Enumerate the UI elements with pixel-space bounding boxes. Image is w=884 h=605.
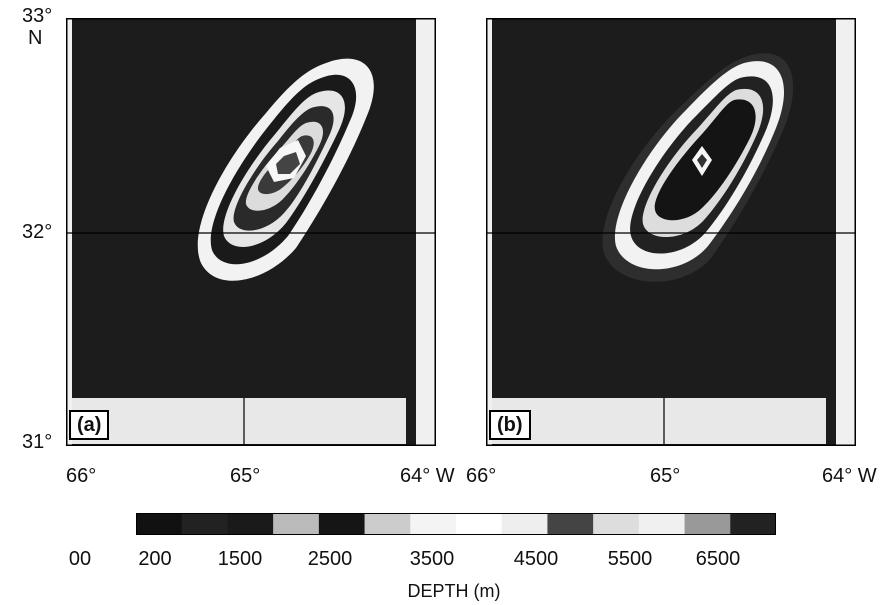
lat-label-33: 33° (22, 5, 53, 27)
lat-label-31: 31° (22, 431, 53, 453)
colorbar-tick-label: 00 (68, 548, 92, 570)
right-strip-b (836, 18, 856, 446)
colorbar-swatch (364, 513, 411, 535)
right-strip-a (416, 18, 436, 446)
lon-label-b-66: 66° (466, 465, 497, 487)
shelf-band-a (72, 398, 406, 444)
map-panel-b: (b) (486, 18, 856, 446)
colorbar-swatches (136, 513, 777, 535)
depth-colorbar (136, 513, 777, 535)
colorbar-swatch (410, 513, 457, 535)
colorbar-swatch (684, 513, 731, 535)
lon-label-a-64: 64° W (400, 465, 455, 487)
colorbar-swatch (318, 513, 366, 535)
colorbar-tick-label: 4500 (513, 548, 559, 570)
panel-label-b: (b) (489, 410, 531, 440)
colorbar-tick-label: 3500 (409, 548, 455, 570)
bathymetry-map-b (486, 18, 856, 446)
colorbar-tick-label: 2500 (307, 548, 353, 570)
lat-label-n: N (28, 27, 43, 49)
colorbar-tick-label: 6500 (695, 548, 741, 570)
colorbar-swatch (273, 513, 320, 535)
colorbar-swatch (547, 513, 594, 535)
lat-label-32: 32° (22, 221, 53, 243)
lon-label-a-65: 65° (230, 465, 261, 487)
colorbar-swatch (593, 513, 640, 535)
colorbar-tick-label: 5500 (607, 548, 653, 570)
colorbar-swatch (501, 513, 548, 535)
bathymetry-map-a (66, 18, 436, 446)
lon-label-a-66: 66° (66, 465, 97, 487)
lon-label-b-64: 64° W (822, 465, 877, 487)
shelf-band-b (492, 398, 826, 444)
colorbar-swatch (456, 513, 503, 535)
colorbar-tick-label: 200 (138, 548, 172, 570)
colorbar-swatch (136, 513, 183, 535)
colorbar-title: DEPTH (m) (407, 581, 501, 601)
colorbar-swatch (227, 513, 274, 535)
colorbar-border (136, 513, 776, 535)
colorbar-swatch (638, 513, 686, 535)
colorbar-swatch (181, 513, 228, 535)
colorbar-swatch (730, 513, 777, 535)
panel-label-a: (a) (69, 410, 110, 440)
colorbar-tick-label: 1500 (217, 548, 263, 570)
map-panel-a: (a) (66, 18, 436, 446)
lon-label-b-65: 65° (650, 465, 681, 487)
